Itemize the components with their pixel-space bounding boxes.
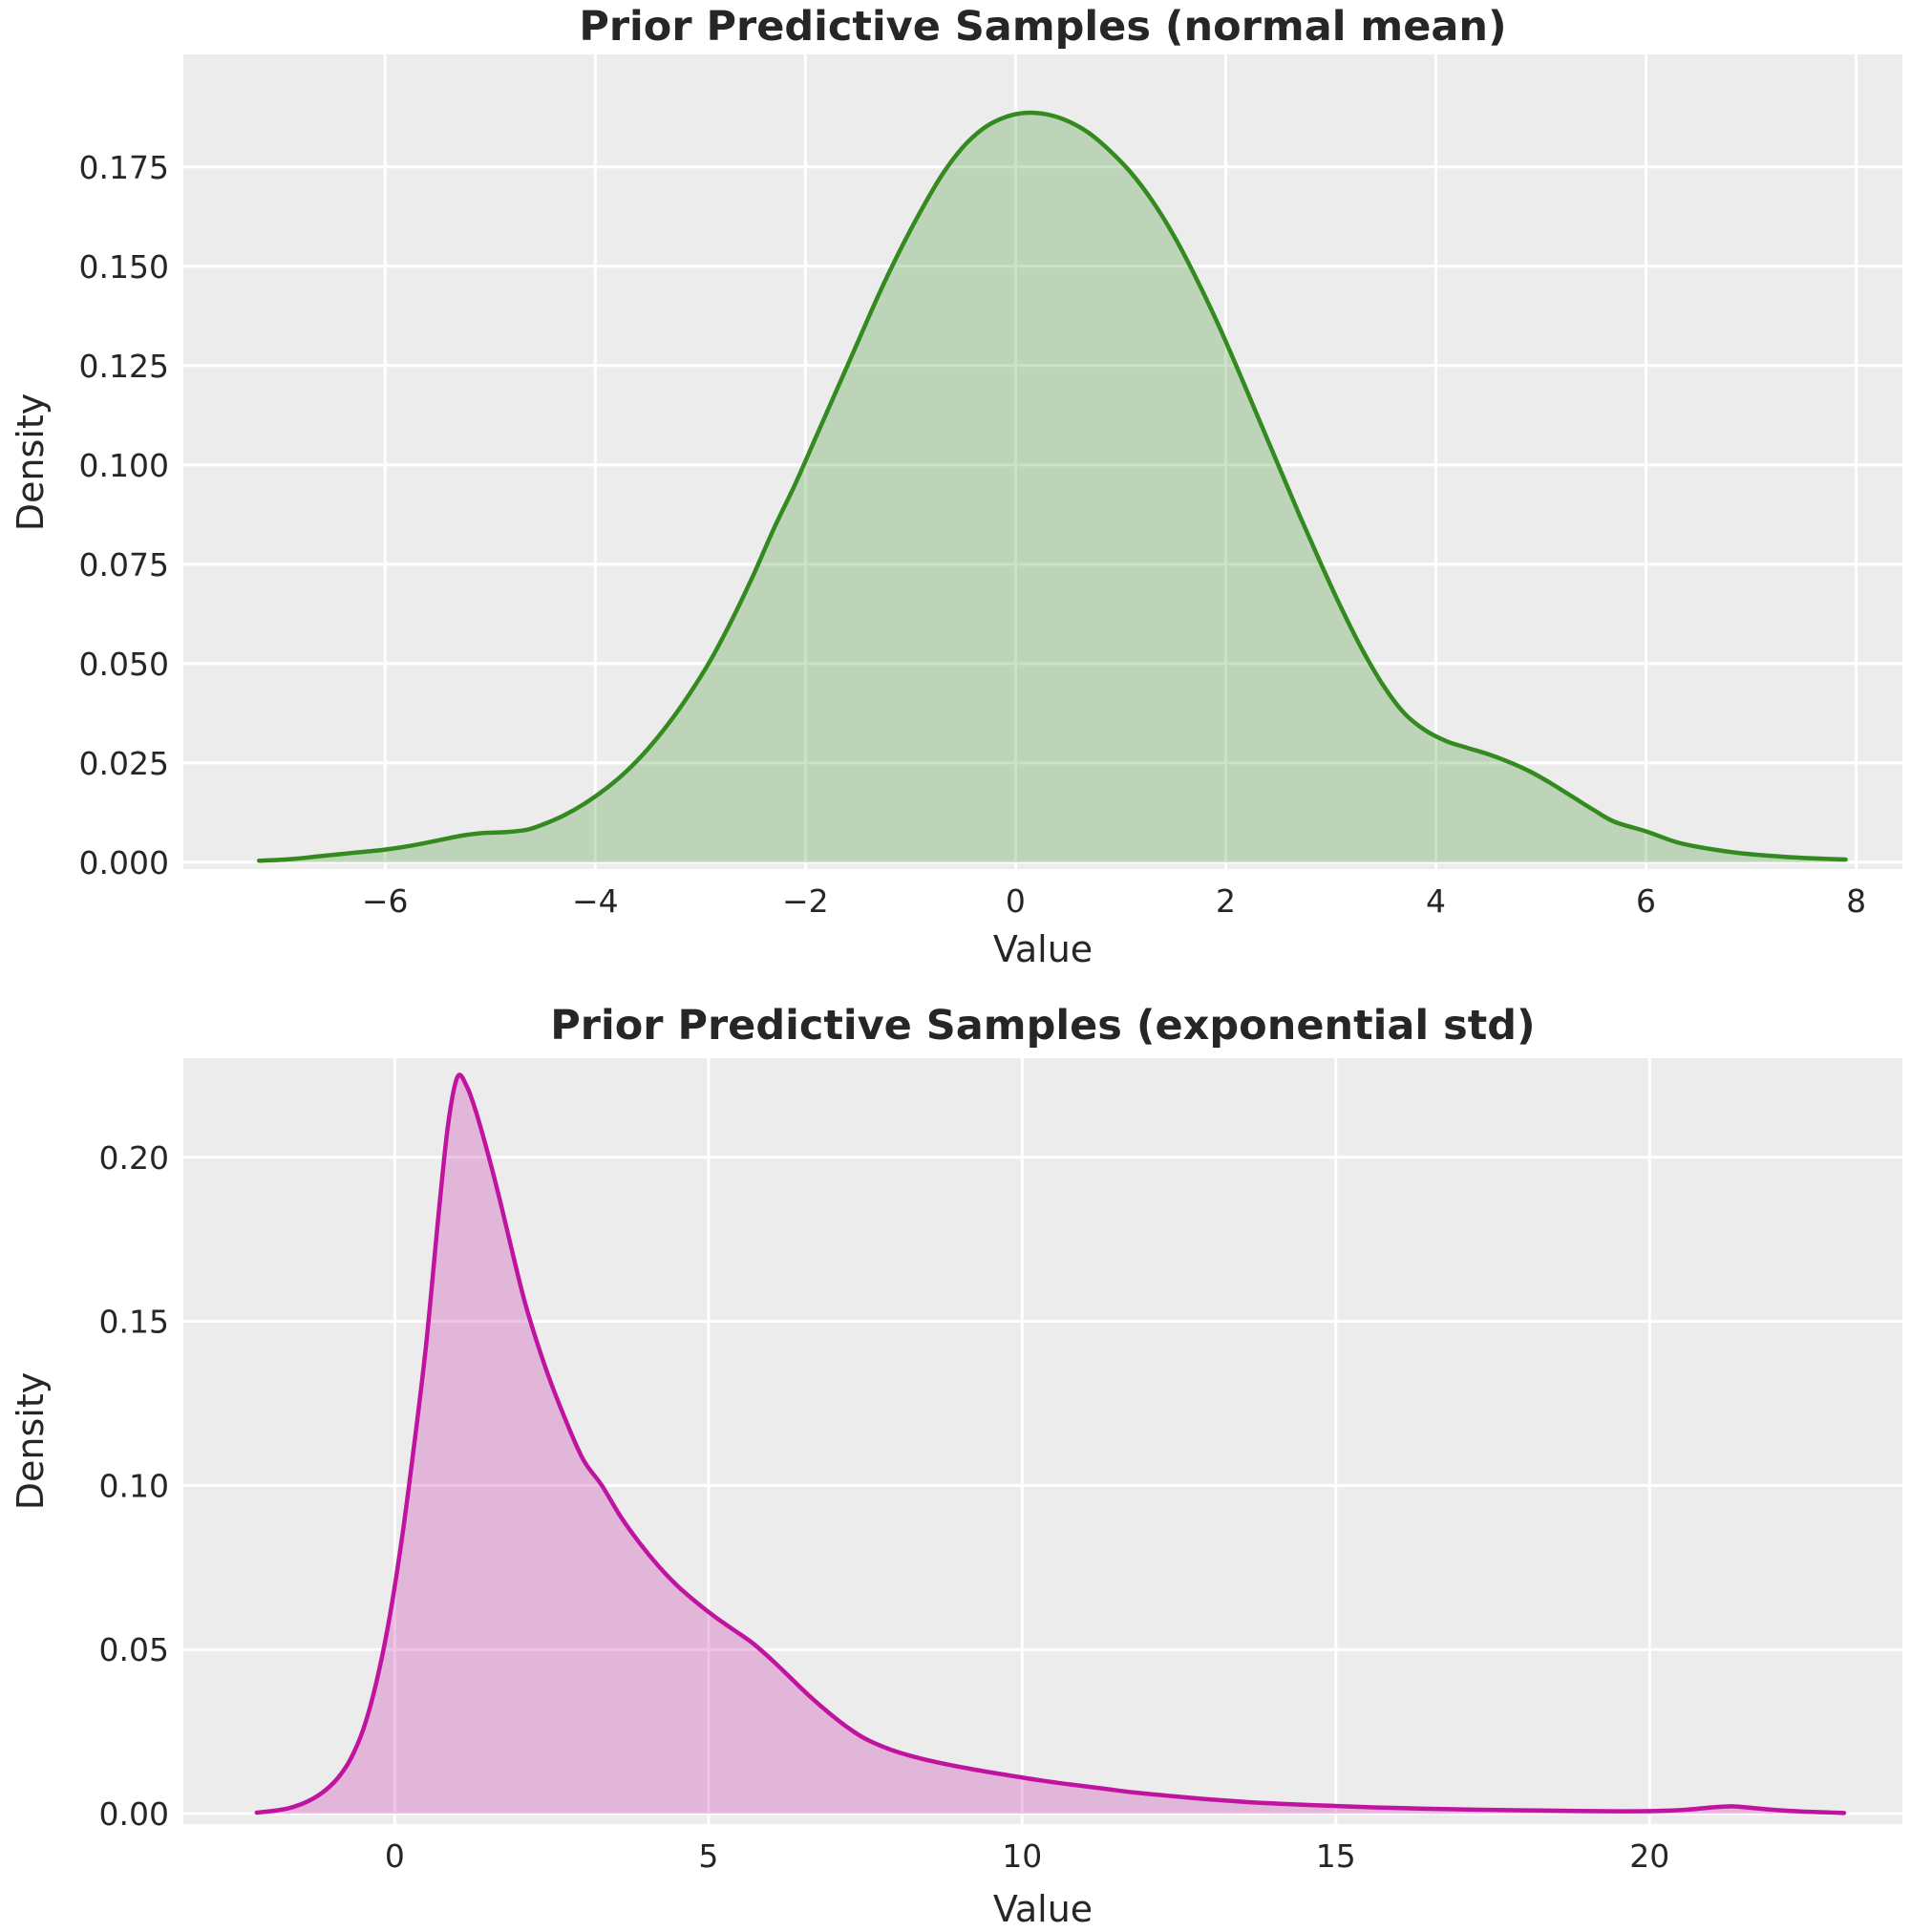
y-tick-label: 0.05 [99, 1631, 169, 1668]
y-tick-label: 0.100 [79, 447, 169, 484]
x-axis-label-top: Value [993, 928, 1093, 970]
y-tick-label: 0.150 [79, 248, 169, 286]
x-tick-label: 4 [1426, 882, 1446, 920]
y-tick-label: 0.175 [79, 149, 169, 186]
x-tick-label: 20 [1629, 1837, 1669, 1875]
x-tick-label: 2 [1216, 882, 1236, 920]
y-tick-label: 0.025 [79, 745, 169, 782]
x-axis-label-bottom: Value [993, 1888, 1093, 1930]
kde-curve-exponential-std [254, 1072, 1847, 1815]
y-tick-label: 0.000 [79, 844, 169, 881]
y-tick-label: 0.10 [99, 1467, 169, 1504]
y-tick-label: 0.15 [99, 1304, 169, 1341]
y-tick-label: 0.125 [79, 348, 169, 385]
x-tick-label: 8 [1846, 882, 1866, 920]
chart-title-top: Prior Predictive Samples (normal mean) [579, 3, 1506, 51]
y-tick-label: 0.050 [79, 646, 169, 683]
y-tick-label: 0.20 [99, 1139, 169, 1177]
tick-labels-bottom: 0 5 10 15 20 0.00 0.05 0.10 0.15 0.20 [99, 1139, 1670, 1875]
plot-background [183, 54, 1902, 869]
x-tick-label: 0 [385, 1837, 405, 1875]
x-tick-label: 15 [1316, 1837, 1356, 1875]
plot-background [183, 1058, 1902, 1824]
plot-area-top [183, 54, 1902, 869]
x-tick-label: 10 [1002, 1837, 1042, 1875]
x-tick-label: −6 [362, 882, 409, 920]
kde-area-fill [256, 1074, 1844, 1814]
tick-labels-top: −6 −4 −2 0 2 4 6 8 0.000 0.025 0.050 0.075 0.100 0.12… [79, 149, 1867, 920]
x-tick-label: 6 [1636, 882, 1656, 920]
x-tick-label: 0 [1006, 882, 1026, 920]
y-axis-label-bottom: Density [10, 1372, 52, 1510]
y-tick-label: 0.00 [99, 1795, 169, 1833]
y-axis-label-top: Density [10, 393, 52, 531]
kde-curve-normal-mean [256, 110, 1848, 863]
kde-line [256, 110, 1848, 863]
grid-top [183, 54, 1902, 869]
y-tick-label: 0.075 [79, 546, 169, 584]
kde-area-fill [259, 113, 1846, 862]
x-tick-label: −2 [782, 882, 829, 920]
kde-line [254, 1072, 1847, 1815]
x-tick-label: −4 [572, 882, 619, 920]
grid-bottom [183, 1058, 1902, 1824]
chart-title-bottom: Prior Predictive Samples (exponential st… [550, 1002, 1535, 1050]
x-tick-label: 5 [698, 1837, 718, 1875]
plot-area-bottom [183, 1058, 1902, 1824]
